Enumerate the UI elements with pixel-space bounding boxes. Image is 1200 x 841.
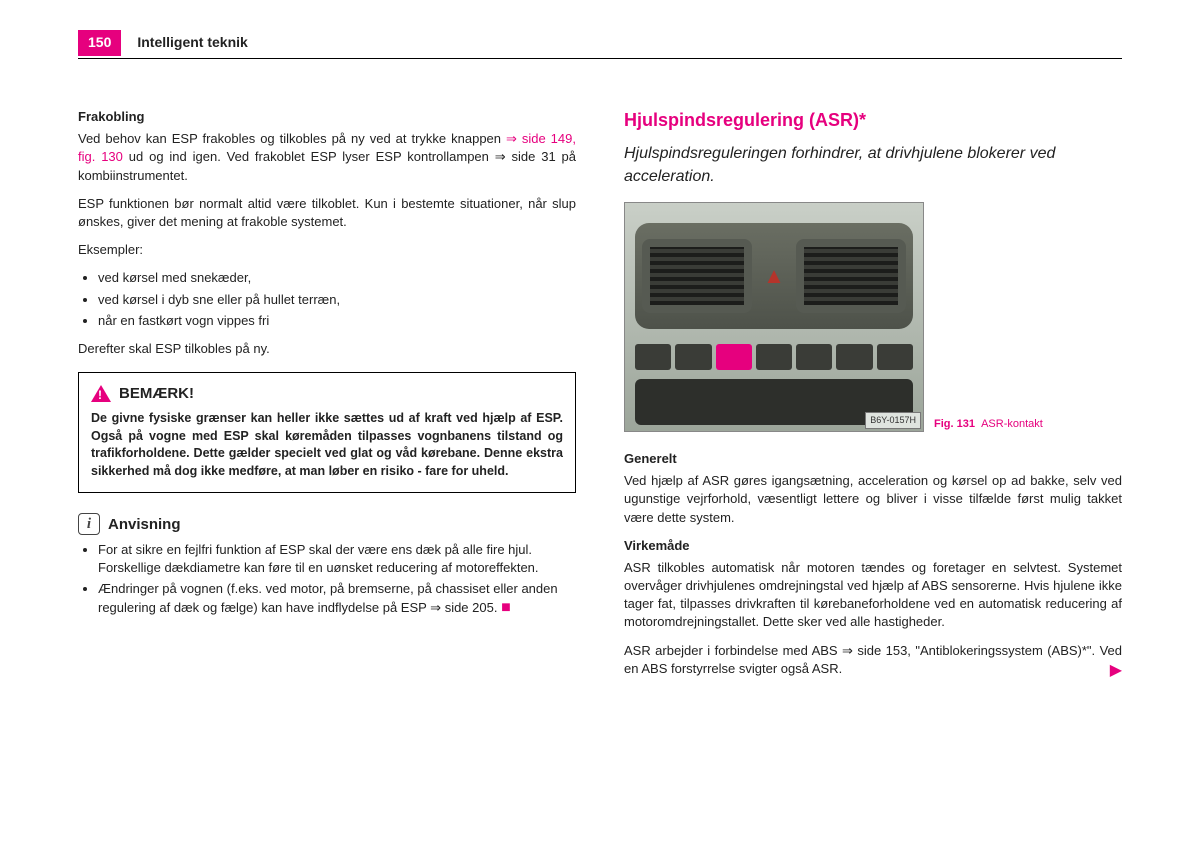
list-item: ved kørsel med snekæder, [98,269,576,287]
figure-caption: Fig. 131 ASR-kontakt [934,417,1122,432]
para: Eksempler: [78,241,576,259]
dash-vent-panel: ▲ [635,223,913,329]
text: ASR arbejder i forbindelse med ABS ⇒ sid… [624,643,1122,676]
air-vent [642,239,752,313]
para: ESP funktionen bør normalt altid være ti… [78,195,576,231]
dash-button [877,344,913,370]
right-column: Hjulspindsregulering (ASR)* Hjulspindsre… [624,108,1122,811]
dash-button [635,344,671,370]
text: ud og ind igen. Ved frakoblet ESP lyser … [78,149,576,182]
figure-asr-dash: ▲ B6Y-0157H [624,202,924,432]
warning-header: BEMÆRK! [91,383,563,404]
page-number: 150 [78,30,121,56]
heading-virkemaade: Virkemåde [624,537,1122,555]
para: Ved behov kan ESP frakobles og tilkobles… [78,130,576,185]
warning-body: De givne fysiske grænser kan heller ikke… [91,410,563,480]
figure-wrap: ▲ B6Y-0157H Fig. 131 ASR-kontakt [624,202,1122,432]
left-column: Frakobling Ved behov kan ESP frakobles o… [78,108,576,811]
para: Ved hjælp af ASR gøres igangsætning, acc… [624,472,1122,527]
info-header: i Anvisning [78,513,576,535]
text: Ved behov kan ESP frakobles og tilkobles… [78,131,506,146]
asr-button [716,344,752,370]
figure-caption-text: ASR-kontakt [981,418,1043,430]
heading-generelt: Generelt [624,450,1122,468]
image-code-label: B6Y-0157H [865,412,921,429]
para: ASR tilkobles automatisk når motoren tæn… [624,559,1122,632]
dash-button [796,344,832,370]
info-icon: i [78,513,100,535]
warning-box: BEMÆRK! De givne fysiske grænser kan hel… [78,372,576,493]
dash-button [756,344,792,370]
page-header: 150 Intelligent teknik [78,30,1122,59]
list-item: ved kørsel i dyb sne eller på hullet ter… [98,291,576,309]
warning-triangle-icon [91,385,111,402]
content-columns: Frakobling Ved behov kan ESP frakobles o… [78,108,1122,811]
warning-title: BEMÆRK! [119,383,194,404]
dash-button-row [635,341,913,373]
dash-button [675,344,711,370]
air-vent [796,239,906,313]
end-mark-icon: ■ [501,599,511,616]
para: ASR arbejder i forbindelse med ABS ⇒ sid… [624,642,1122,678]
list-item: Ændringer på vognen (f.eks. ved motor, p… [98,580,576,616]
example-list: ved kørsel med snekæder, ved kørsel i dy… [78,269,576,330]
text: Ændringer på vognen (f.eks. ved motor, p… [98,581,558,614]
list-item: For at sikre en fejlfri funktion af ESP … [98,541,576,577]
heading-frakobling: Frakobling [78,108,576,126]
figure-number: Fig. 131 [934,418,975,430]
para: Derefter skal ESP tilkobles på ny. [78,340,576,358]
hazard-icon: ▲ [759,261,789,291]
info-title: Anvisning [108,514,181,535]
heading-asr: Hjulspindsregulering (ASR)* [624,108,1122,133]
continue-arrow-icon: ▶ [1110,660,1122,682]
dash-button [836,344,872,370]
info-list: For at sikre en fejlfri funktion af ESP … [78,541,576,617]
chapter-title: Intelligent teknik [137,33,247,53]
list-item: når en fastkørt vogn vippes fri [98,312,576,330]
lead-text: Hjulspindsreguleringen forhindrer, at dr… [624,143,1122,188]
